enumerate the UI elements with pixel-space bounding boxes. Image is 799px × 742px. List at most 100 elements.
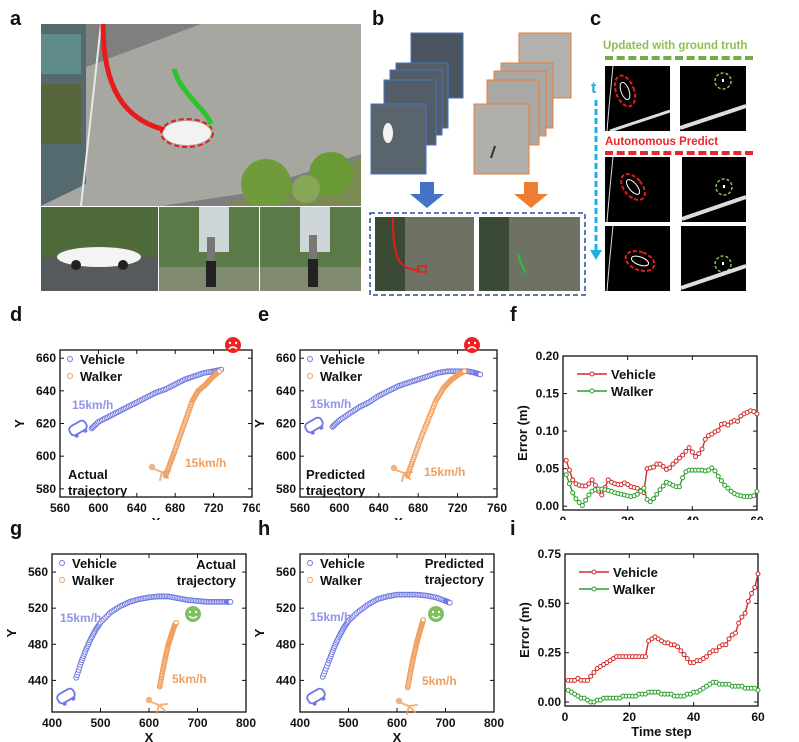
legend-walker-marker — [589, 388, 595, 394]
walker-error-point — [718, 478, 724, 484]
x-tick-label: 500 — [338, 716, 358, 730]
vehicle-error-point — [680, 452, 686, 458]
walker-frame-gt — [680, 66, 746, 131]
x-tick-label: 0 — [560, 514, 567, 520]
y-tick-label: 640 — [276, 384, 296, 398]
walker-error-series — [565, 679, 761, 705]
walker-error-point — [570, 490, 576, 496]
vehicle-scene — [41, 207, 158, 291]
walker-error-point — [651, 496, 657, 502]
y-tick-label: 0.10 — [536, 424, 560, 438]
walker-photo-1 — [159, 207, 259, 291]
vehicle-error-point — [667, 465, 673, 471]
y-tick-label: 0.25 — [538, 646, 562, 660]
vehicle-error-point — [683, 448, 689, 454]
vehicle-error-point — [566, 467, 572, 473]
legend-vehicle-label: Vehicle — [320, 352, 365, 367]
legend-walker-label: Walker — [72, 573, 114, 588]
blue-down-arrow — [410, 182, 444, 208]
walker-error-point — [715, 473, 721, 479]
walker-error-point — [566, 481, 572, 487]
vehicle-error-point — [755, 571, 761, 577]
aerial-scene — [41, 24, 361, 206]
vehicle-error-point — [592, 482, 598, 488]
legend-walker-marker — [59, 577, 65, 583]
vehicle-error-point — [749, 590, 755, 596]
vehicle-point — [477, 371, 484, 378]
panel-label-a: a — [10, 8, 22, 30]
walker-series — [404, 617, 426, 691]
y-tick-label: 480 — [28, 637, 48, 651]
panel-label-h: h — [258, 518, 271, 540]
y-tick-label: 0.00 — [538, 695, 562, 709]
y-tick-label: 660 — [276, 351, 296, 365]
x-tick-label: 500 — [90, 716, 110, 730]
legend-walker-marker — [591, 586, 597, 592]
vehicle-error-point — [704, 654, 710, 660]
walker-point — [461, 368, 468, 375]
legend-vehicle-label: Vehicle — [320, 556, 365, 571]
x-tick-label: 720 — [204, 501, 224, 515]
vehicle-error-point — [736, 620, 742, 626]
vehicle-error-point — [693, 454, 699, 460]
vehicle-frame-stack — [370, 32, 464, 175]
legend-vehicle-marker — [307, 356, 313, 362]
vehicle-error-point — [686, 445, 692, 451]
y-tick-label: 580 — [36, 482, 56, 496]
sad-face-icon — [464, 337, 480, 353]
walker-speed-label: 5km/h — [422, 674, 457, 688]
walker-speed-label: 15km/h — [185, 456, 226, 470]
x-tick-label: 60 — [750, 514, 764, 520]
y-tick-label: 660 — [36, 351, 56, 365]
x-tick-label: 400 — [290, 716, 310, 730]
car-icon — [56, 687, 76, 706]
x-tick-label: 700 — [435, 716, 455, 730]
vehicle-series — [73, 593, 234, 681]
vehicle-error-point — [605, 477, 611, 483]
walker-scene-1 — [159, 207, 259, 291]
walker-frame-pred-1 — [682, 157, 746, 222]
trajectory-annotation-line1: Actual — [68, 467, 108, 482]
vehicle-point — [446, 599, 453, 606]
legend-vehicle-marker — [59, 560, 65, 566]
x-tick-label: 700 — [187, 716, 207, 730]
happy-face-icon — [428, 606, 444, 622]
walker-error-point — [644, 496, 650, 502]
walker-error-point — [755, 687, 761, 693]
vehicle-error-point — [676, 455, 682, 461]
x-tick-label: 0 — [562, 710, 569, 724]
walker-speed-label: 15km/h — [424, 465, 465, 479]
y-tick-label: 480 — [276, 637, 296, 651]
legend-vehicle-marker — [67, 356, 73, 362]
vehicle-error-point — [570, 477, 576, 483]
walker-series — [156, 619, 179, 690]
walker-error-point — [709, 465, 715, 471]
vehicle-series — [319, 591, 453, 680]
vehicle-error-series — [565, 571, 761, 683]
x-tick-label: 20 — [623, 710, 637, 724]
car-icon — [306, 687, 326, 706]
vehicle-error-point — [742, 610, 748, 616]
y-tick-label: 0.00 — [536, 499, 560, 513]
legend-vehicle-marker — [591, 569, 597, 575]
walker-error-point — [638, 488, 644, 494]
sad-face-icon — [225, 337, 241, 353]
walker-error-point — [676, 484, 682, 490]
y-tick-label: 640 — [36, 384, 56, 398]
x-tick-label: 600 — [139, 716, 159, 730]
walker-error-point — [722, 482, 728, 488]
vehicle-series — [88, 366, 225, 432]
vehicle-error-point — [725, 422, 731, 428]
vehicle-error-point — [678, 648, 684, 654]
ground-truth-caption: Updated with ground truth — [603, 40, 748, 52]
y-axis-label: Y — [252, 419, 267, 428]
y-axis-label: Error (m) — [515, 405, 530, 461]
x-axis-label: X — [393, 730, 402, 742]
walker-error-point — [579, 502, 585, 508]
y-tick-label: 0.50 — [538, 596, 562, 610]
vehicle-error-point — [709, 431, 715, 437]
walker-photo-2 — [260, 207, 361, 291]
vehicle-error-point — [586, 481, 592, 487]
walker-error-point — [706, 467, 711, 473]
